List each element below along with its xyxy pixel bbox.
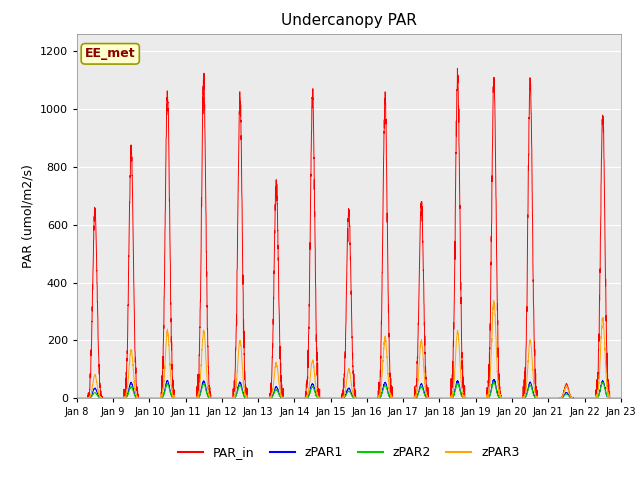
zPAR1: [73, 396, 81, 401]
PAR_in: [616, 396, 624, 401]
PAR_in: [328, 396, 336, 401]
zPAR3: [328, 396, 336, 401]
zPAR1: [471, 396, 479, 401]
zPAR3: [471, 396, 479, 401]
zPAR2: [471, 396, 479, 401]
zPAR1: [440, 396, 448, 401]
zPAR3: [440, 396, 448, 401]
zPAR1: [502, 396, 509, 401]
PAR_in: [454, 65, 461, 71]
zPAR3: [617, 396, 625, 401]
zPAR2: [440, 396, 448, 401]
Legend: PAR_in, zPAR1, zPAR2, zPAR3: PAR_in, zPAR1, zPAR2, zPAR3: [173, 441, 525, 464]
Title: Undercanopy PAR: Undercanopy PAR: [281, 13, 417, 28]
zPAR1: [616, 396, 624, 401]
Line: PAR_in: PAR_in: [77, 68, 621, 398]
zPAR3: [171, 395, 179, 400]
Text: EE_met: EE_met: [85, 48, 136, 60]
zPAR2: [171, 395, 179, 401]
Line: zPAR2: zPAR2: [77, 382, 621, 398]
zPAR3: [490, 298, 497, 303]
Y-axis label: PAR (umol/m2/s): PAR (umol/m2/s): [21, 164, 34, 268]
zPAR2: [73, 396, 81, 401]
zPAR1: [171, 396, 179, 401]
zPAR2: [599, 379, 607, 385]
zPAR3: [73, 396, 81, 401]
PAR_in: [617, 396, 625, 401]
PAR_in: [440, 396, 448, 401]
Line: zPAR3: zPAR3: [77, 300, 621, 398]
Line: zPAR1: zPAR1: [77, 380, 621, 398]
PAR_in: [502, 396, 509, 401]
zPAR2: [616, 396, 624, 401]
zPAR1: [617, 396, 625, 401]
zPAR3: [502, 396, 509, 401]
PAR_in: [73, 396, 81, 401]
zPAR2: [502, 396, 509, 401]
zPAR3: [616, 396, 624, 401]
zPAR1: [490, 377, 498, 383]
zPAR2: [617, 396, 625, 401]
PAR_in: [171, 396, 179, 401]
zPAR1: [328, 396, 336, 401]
zPAR2: [328, 396, 336, 401]
PAR_in: [471, 396, 479, 401]
